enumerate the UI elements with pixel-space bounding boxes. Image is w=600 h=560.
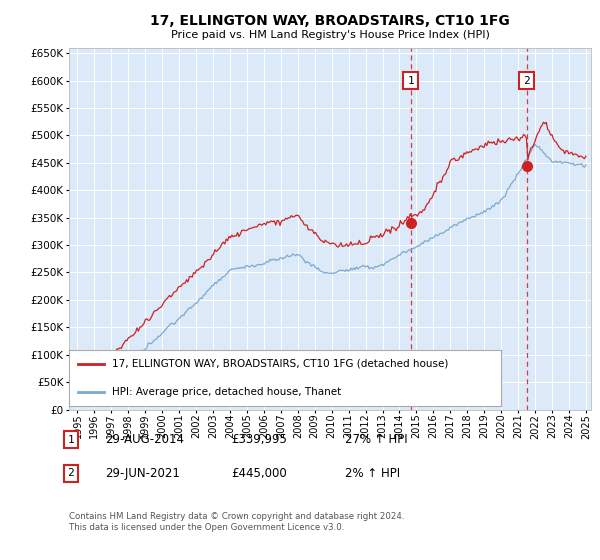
Text: 2% ↑ HPI: 2% ↑ HPI	[345, 466, 400, 480]
Text: £339,995: £339,995	[231, 433, 287, 446]
Text: 29-JUN-2021: 29-JUN-2021	[105, 466, 180, 480]
Text: HPI: Average price, detached house, Thanet: HPI: Average price, detached house, Than…	[112, 387, 341, 397]
Text: £445,000: £445,000	[231, 466, 287, 480]
Text: 17, ELLINGTON WAY, BROADSTAIRS, CT10 1FG (detached house): 17, ELLINGTON WAY, BROADSTAIRS, CT10 1FG…	[112, 359, 449, 369]
Text: 2: 2	[67, 468, 74, 478]
Text: Contains HM Land Registry data © Crown copyright and database right 2024.
This d: Contains HM Land Registry data © Crown c…	[69, 512, 404, 532]
Text: 1: 1	[407, 76, 414, 86]
Text: 27% ↑ HPI: 27% ↑ HPI	[345, 433, 407, 446]
Text: 29-AUG-2014: 29-AUG-2014	[105, 433, 184, 446]
Text: 1: 1	[67, 435, 74, 445]
Text: 2: 2	[523, 76, 530, 86]
Text: Price paid vs. HM Land Registry's House Price Index (HPI): Price paid vs. HM Land Registry's House …	[170, 30, 490, 40]
Text: 17, ELLINGTON WAY, BROADSTAIRS, CT10 1FG: 17, ELLINGTON WAY, BROADSTAIRS, CT10 1FG	[150, 14, 510, 28]
